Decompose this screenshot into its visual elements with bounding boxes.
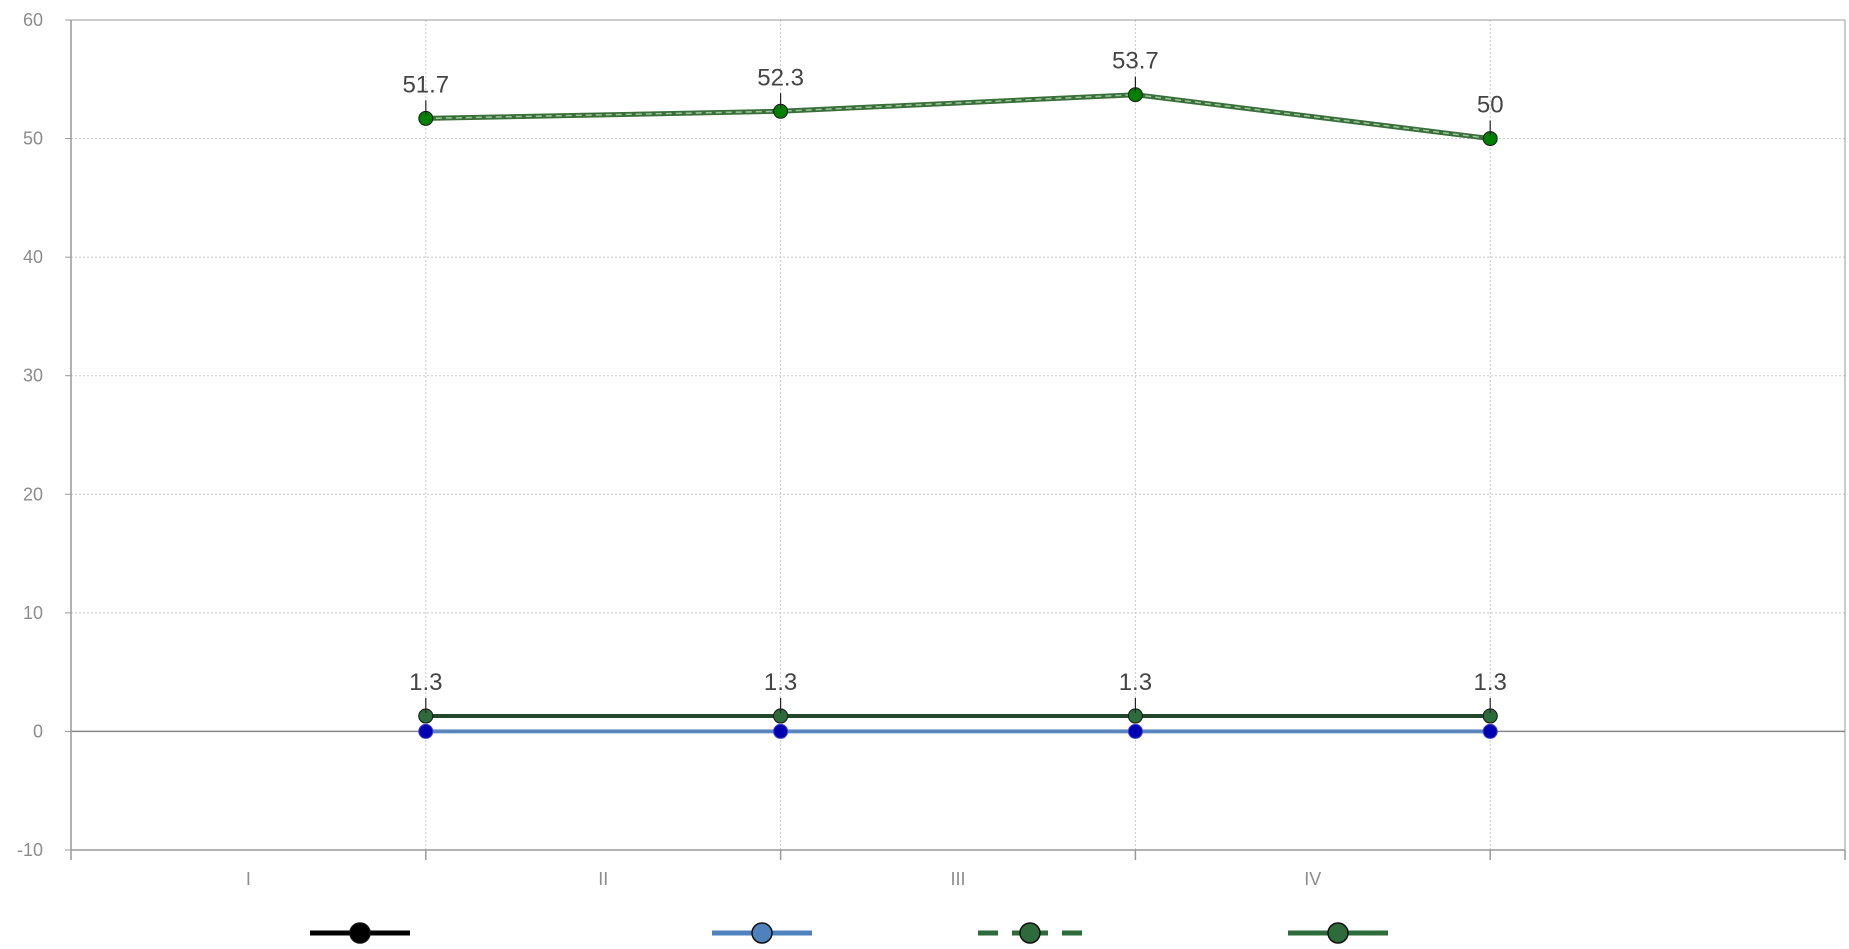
data-point[interactable] (418, 723, 434, 739)
legend-marker[interactable] (349, 922, 371, 944)
legend (310, 922, 1388, 944)
y-tick-label: 50 (23, 129, 43, 149)
data-label: 52.3 (757, 64, 804, 91)
data-label: 1.3 (1119, 669, 1152, 696)
data-labels: 1.3 1.3 1.3 1.3 51.7 52.3 53.7 50 (402, 48, 1507, 714)
data-point[interactable] (773, 723, 789, 739)
data-label: 1.3 (1474, 669, 1507, 696)
data-point[interactable] (1127, 723, 1143, 739)
y-tick-label: -10 (17, 840, 43, 860)
data-point[interactable] (1482, 723, 1498, 739)
y-tick-label: 60 (23, 10, 43, 30)
series-line-dash-2 (425, 93, 1491, 140)
x-tick-label: I (246, 869, 251, 889)
data-label: 1.3 (764, 669, 797, 696)
x-tick-label: II (598, 869, 608, 889)
x-tick-label: III (950, 869, 965, 889)
data-label: 1.3 (409, 669, 442, 696)
grid (71, 19, 1845, 851)
legend-marker[interactable] (1019, 922, 1041, 944)
series (418, 87, 1498, 739)
y-tick-label: 20 (23, 484, 43, 504)
y-tick-label: 30 (23, 366, 43, 386)
data-label: 50 (1477, 92, 1504, 119)
data-label: 53.7 (1112, 48, 1159, 75)
legend-marker[interactable] (1327, 922, 1349, 944)
y-tick-label: 10 (23, 603, 43, 623)
y-tick-label: 40 (23, 247, 43, 267)
legend-marker[interactable] (751, 922, 773, 944)
x-tick-label: IV (1304, 869, 1321, 889)
series-line-2 (425, 92, 1491, 142)
y-tick-label: 0 (33, 721, 43, 741)
data-label: 51.7 (402, 71, 449, 98)
